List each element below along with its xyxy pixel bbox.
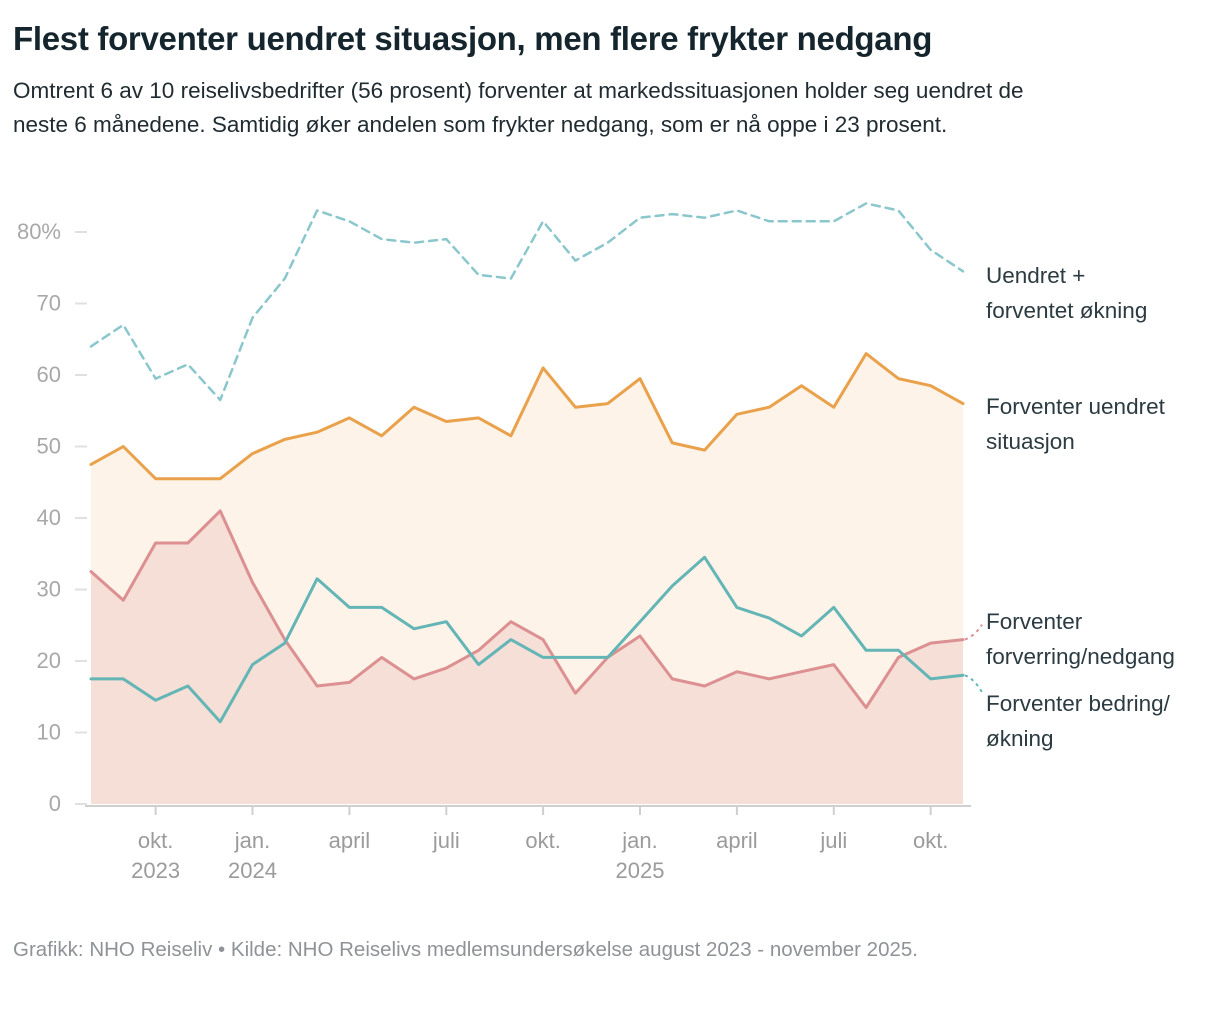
y-tick-label: 70 — [37, 291, 61, 316]
y-tick-label: 0 — [49, 791, 61, 816]
x-tick-label: jan. — [621, 828, 657, 853]
x-tick-year-label: 2025 — [616, 858, 665, 883]
area-fill-forventer-uendret — [91, 353, 963, 804]
line-chart: 0 10 20 30 40 50 60 70 80% okt. 2023 jan. 2024 april j… — [13, 192, 1209, 892]
chart-subtitle: Omtrent 6 av 10 reiselivsbedrifter (56 p… — [13, 78, 1024, 137]
y-tick-label: 50 — [37, 434, 61, 459]
x-tick-label: okt. — [913, 828, 948, 853]
label-connector-forventer-nedgang — [964, 624, 983, 641]
line-forventer-bedring — [89, 555, 965, 724]
x-tick-label: okt. — [525, 828, 560, 853]
label-connector-forventer-bedring — [964, 674, 983, 693]
series-label-line: Forventer bedring/ — [986, 691, 1170, 716]
x-tick-label: juli — [819, 828, 847, 853]
area-fill-forventer-nedgang — [91, 510, 963, 804]
series-label-line: Uendret + — [986, 263, 1086, 288]
line-forventer-uendret — [89, 352, 965, 481]
series-label-forventer-nedgang: Forventer forverring/nedgang — [986, 604, 1175, 674]
y-tick-label: 30 — [37, 577, 61, 602]
x-tick-label: april — [716, 828, 758, 853]
x-tick-year-label: 2023 — [131, 858, 180, 883]
x-tick-label: jan. — [234, 828, 270, 853]
series-label-forventer-bedring: Forventer bedring/ økning — [986, 686, 1170, 756]
x-tick-label: april — [329, 828, 371, 853]
source-credit: Grafikk: NHO Reiseliv • Kilde: NHO Reise… — [13, 938, 918, 961]
y-tick-label: 20 — [37, 648, 61, 673]
page-title: Flest forventer uendret situasjon, men f… — [13, 20, 933, 57]
y-tick-label: 10 — [37, 720, 61, 745]
chart-canvas: 0 10 20 30 40 50 60 70 80% okt. 2023 jan. 2024 april j… — [17, 202, 983, 883]
x-tick-label: juli — [432, 828, 460, 853]
page: Flest forventer uendret situasjon, men f… — [13, 20, 1209, 961]
series-label-line: Forventer uendret — [986, 394, 1165, 419]
series-label-line: økning — [986, 726, 1054, 751]
series-label-forventer-uendret: Forventer uendret situasjon — [986, 389, 1165, 459]
series-label-line: situasjon — [986, 429, 1075, 454]
x-tick-year-label: 2024 — [228, 858, 277, 883]
series-label-uendret-pluss-okning: Uendret + forventet økning — [986, 258, 1147, 328]
y-tick-label: 80% — [17, 219, 61, 244]
line-forventer-nedgang — [89, 509, 965, 709]
series-label-line: forverring/nedgang — [986, 644, 1175, 669]
series-label-line: Forventer — [986, 609, 1083, 634]
x-tick-label: okt. — [138, 828, 173, 853]
series-label-line: forventet økning — [986, 298, 1148, 323]
y-tick-label: 40 — [37, 505, 61, 530]
y-tick-label: 60 — [37, 362, 61, 387]
line-uendret-pluss-okning — [89, 202, 965, 402]
